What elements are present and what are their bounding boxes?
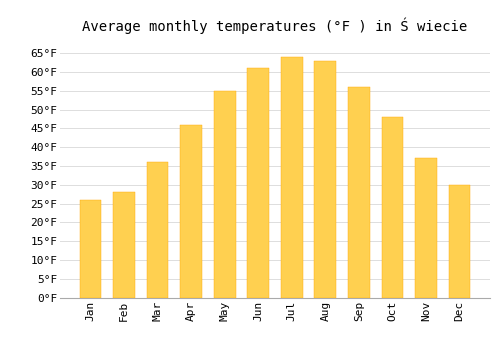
Title: Average monthly temperatures (°F ) in Ś wiecie: Average monthly temperatures (°F ) in Ś …: [82, 18, 468, 34]
Bar: [113, 192, 135, 298]
Bar: [382, 117, 404, 298]
Bar: [180, 125, 202, 298]
Bar: [314, 61, 336, 297]
Bar: [248, 68, 269, 298]
Bar: [448, 185, 470, 298]
Bar: [415, 159, 437, 298]
Bar: [80, 200, 102, 298]
Bar: [214, 91, 236, 298]
Bar: [146, 162, 169, 298]
Bar: [281, 57, 302, 298]
Bar: [348, 87, 370, 298]
